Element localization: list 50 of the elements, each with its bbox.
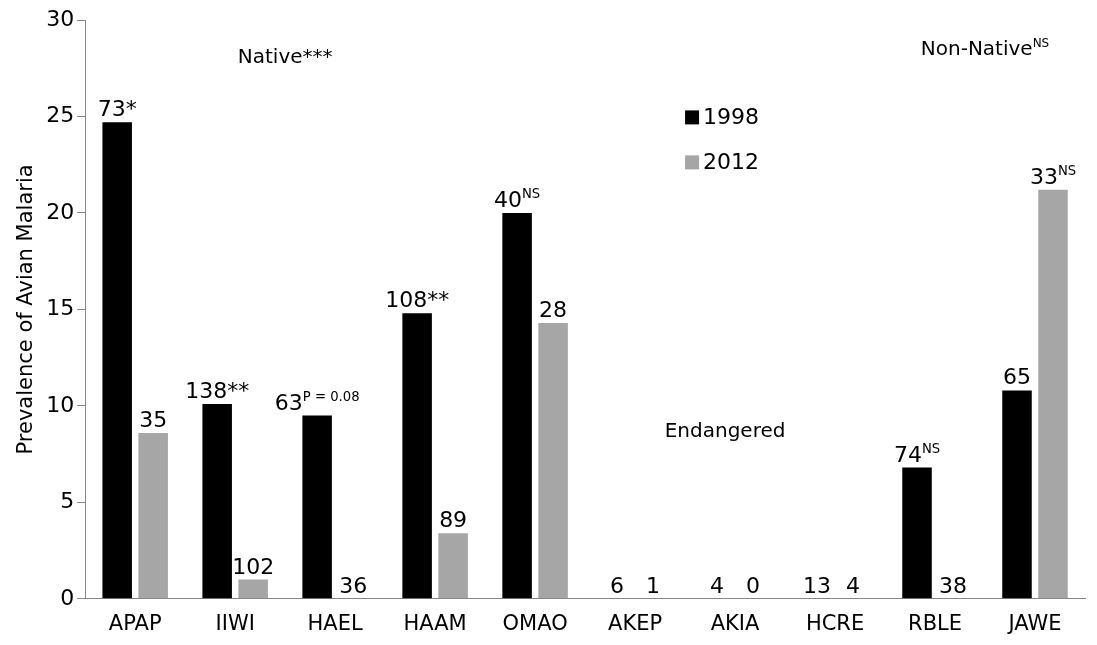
y-tick-label: 15 xyxy=(46,295,75,321)
annotation: 138** xyxy=(185,377,250,403)
annotation: Endangered xyxy=(664,417,786,442)
annotation: 4 xyxy=(846,572,861,598)
bar xyxy=(502,212,532,599)
x-tick-label: HAAM xyxy=(403,610,467,635)
y-axis-title: Prevalence of Avian Malaria xyxy=(13,164,38,455)
annotation: 65 xyxy=(1003,364,1032,390)
annotation: 36 xyxy=(339,572,368,598)
x-tick-label: HAEL xyxy=(307,610,364,635)
y-tick-label: 5 xyxy=(60,488,75,514)
legend-label: 1998 xyxy=(703,104,760,130)
bar xyxy=(902,467,932,599)
annotation: 13 xyxy=(803,572,832,598)
bar xyxy=(238,579,268,599)
bar xyxy=(1002,390,1032,599)
annotation: 38 xyxy=(939,572,968,598)
y-tick-label: 10 xyxy=(46,391,75,417)
annotation: 1 xyxy=(646,572,661,598)
x-tick-label: HCRE xyxy=(805,610,865,635)
x-tick-label: APAP xyxy=(108,610,162,635)
bar xyxy=(402,313,432,599)
x-tick-label: AKIA xyxy=(710,610,761,635)
bar xyxy=(1038,189,1068,599)
annotation: 4 xyxy=(710,572,725,598)
bar xyxy=(138,432,168,599)
legend-label: 2012 xyxy=(703,149,760,175)
annotation: 35 xyxy=(139,406,168,432)
x-tick-label: RBLE xyxy=(908,610,963,635)
y-tick-label: 20 xyxy=(46,198,75,224)
x-tick-label: OMAO xyxy=(502,610,568,635)
bar xyxy=(202,403,232,599)
annotation: 89 xyxy=(439,507,468,533)
x-tick-label: IIWI xyxy=(215,610,255,635)
x-tick-label: AKEP xyxy=(608,610,663,635)
annotation: 28 xyxy=(539,296,568,322)
bar xyxy=(302,415,332,599)
x-tick-label: JAWE xyxy=(1006,610,1062,635)
y-tick-label: 25 xyxy=(46,102,75,128)
bar xyxy=(438,533,468,599)
annotation: 102 xyxy=(232,553,275,579)
bar xyxy=(538,322,568,599)
annotation: 6 xyxy=(610,572,625,598)
bar xyxy=(102,122,132,599)
annotation: Native*** xyxy=(237,44,333,69)
annotation: 108** xyxy=(385,287,450,313)
y-tick-label: 0 xyxy=(60,584,75,610)
annotation: 0 xyxy=(746,572,761,598)
annotation: 73* xyxy=(97,96,137,122)
y-tick-label: 30 xyxy=(46,5,75,31)
